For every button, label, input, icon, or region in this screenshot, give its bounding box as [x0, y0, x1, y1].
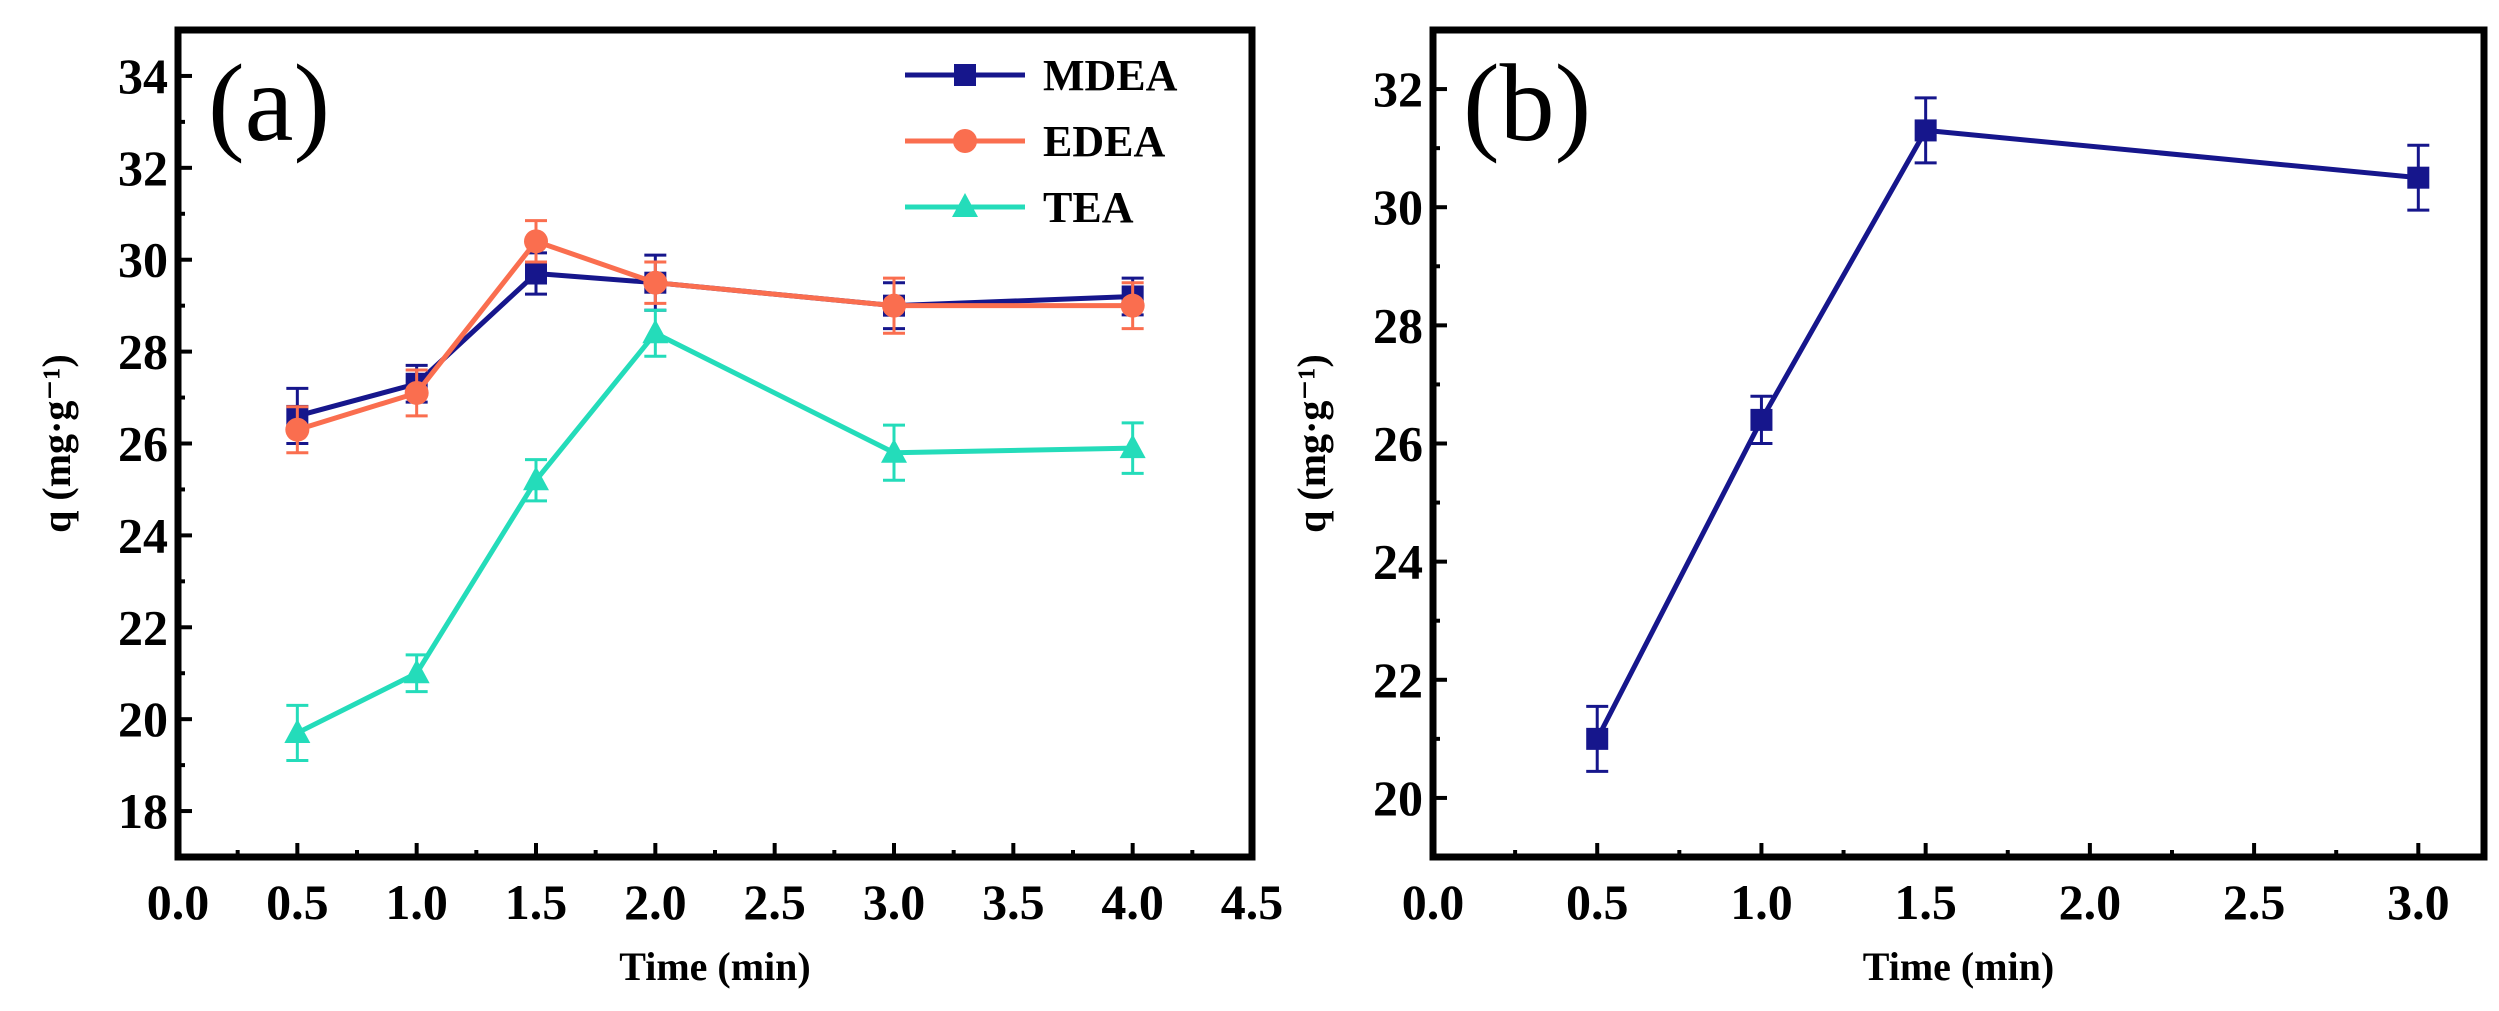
data-point — [881, 438, 907, 463]
x-tick-label: 3.0 — [863, 874, 926, 930]
chart-panel-b: 0.0 0.5 1.0 1.5 2.0 2.5 3.0 20 22 24 26 28 30 32 Time … — [1289, 26, 2488, 989]
y-tick-label: 18 — [118, 783, 168, 839]
data-point — [285, 417, 310, 442]
data-point — [1586, 727, 1609, 750]
series-edea — [285, 219, 1145, 455]
legend-label: EDEA — [1043, 117, 1165, 166]
data-point — [525, 262, 547, 285]
legend-label: MDEA — [1043, 51, 1178, 100]
chart-panel-a: 0.0 0.5 1.0 1.5 2.0 2.5 3.0 3.5 4.0 4.5 18 20 22 24 26… — [34, 26, 1284, 989]
y-tick-label: 20 — [118, 691, 168, 747]
legend-label: TEA — [1043, 183, 1134, 232]
data-point — [1119, 434, 1146, 459]
x-tick-label: 1.5 — [1894, 874, 1957, 930]
x-tick-label: 3.0 — [2387, 874, 2450, 930]
y-tick-label: 24 — [1373, 534, 1423, 590]
y-tick-label: 28 — [118, 324, 168, 380]
data-point — [2407, 166, 2430, 189]
x-tick-label: 2.5 — [743, 874, 806, 930]
legend-swatch-marker — [953, 129, 977, 153]
series-line — [1594, 127, 2419, 741]
x-tick-label: 0.5 — [266, 874, 329, 930]
data-point — [524, 229, 548, 254]
legend-item-tea: TEA — [905, 183, 1134, 232]
series-line — [296, 330, 1133, 736]
y-tick-label: 22 — [1373, 652, 1423, 708]
y-axis-title: q (mg·g⁻¹) — [34, 354, 79, 533]
y-tick-label: 32 — [118, 140, 168, 196]
y-tick-label: 26 — [1373, 416, 1423, 472]
data-point — [403, 659, 430, 684]
series-tea — [284, 308, 1146, 763]
data-point — [284, 718, 311, 743]
panel-label: (a) — [208, 42, 330, 164]
y-tick-label: 34 — [118, 48, 168, 104]
series-q — [1586, 96, 2430, 773]
x-tick-label: 1.0 — [1730, 874, 1793, 930]
y-tick-label: 26 — [118, 416, 168, 472]
legend-item-mdea: MDEA — [905, 51, 1178, 100]
x-tick-label: 2.0 — [2059, 874, 2122, 930]
x-tick-label: 1.0 — [385, 874, 448, 930]
x-tick-label: 1.5 — [505, 874, 568, 930]
x-axis-title: Time (min) — [619, 944, 810, 989]
y-axis-title: q (mg·g⁻¹) — [1289, 354, 1334, 533]
data-point — [523, 466, 549, 491]
x-axis-title: Time (min) — [1863, 944, 2054, 989]
y-tick-label: 24 — [118, 507, 168, 563]
series-line — [296, 238, 1133, 433]
data-point — [882, 293, 906, 318]
legend: MDEA EDEA TEA — [905, 51, 1178, 232]
legend-swatch-marker — [954, 64, 976, 86]
data-point — [1750, 408, 1773, 431]
x-tick-label: 0.5 — [1566, 874, 1629, 930]
x-tick-label: 0.0 — [1402, 874, 1465, 930]
legend-item-edea: EDEA — [905, 117, 1165, 166]
y-tick-label: 30 — [118, 232, 168, 288]
y-tick-label: 22 — [118, 599, 168, 655]
data-point — [642, 319, 669, 344]
x-tick-label: 2.0 — [624, 874, 687, 930]
data-point — [1120, 293, 1145, 318]
y-tick-label: 20 — [1373, 770, 1423, 826]
y-tick-label: 30 — [1373, 179, 1423, 235]
x-tick-label: 3.5 — [982, 874, 1045, 930]
x-tick-label: 2.5 — [2223, 874, 2286, 930]
data-point — [1914, 119, 1937, 142]
x-tick-label: 4.5 — [1221, 874, 1284, 930]
data-point — [643, 270, 668, 295]
x-tick-label: 4.0 — [1101, 874, 1164, 930]
legend-swatch-marker — [952, 193, 978, 217]
y-tick-label: 28 — [1373, 297, 1423, 353]
x-tick-label: 0.0 — [147, 874, 210, 930]
y-tick-label: 32 — [1373, 61, 1423, 117]
panel-label: (b) — [1463, 42, 1591, 164]
data-point — [404, 380, 429, 405]
